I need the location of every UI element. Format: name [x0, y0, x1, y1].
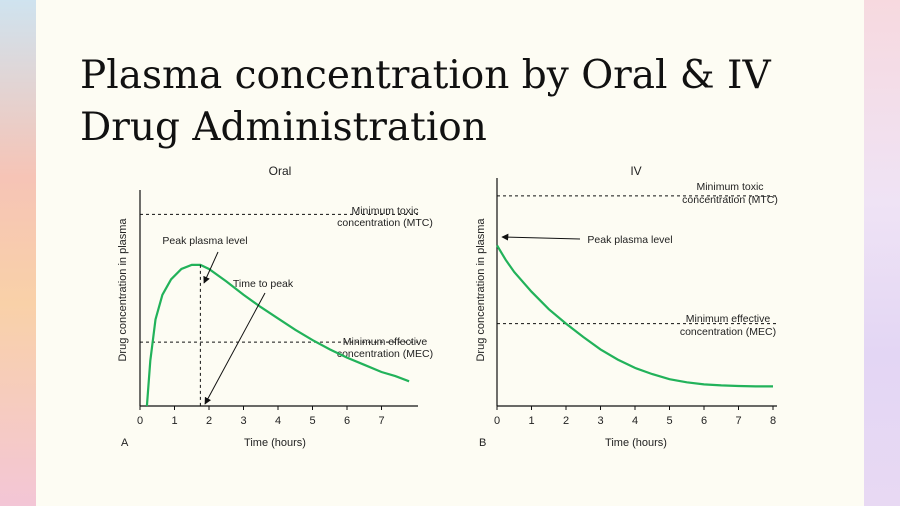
chart-iv-x-tick-label: 4: [632, 415, 638, 427]
chart-iv-ylabel: Drug concentration in plasma: [475, 218, 487, 362]
chart-iv-x-tick-label: 3: [597, 415, 603, 427]
iv-mec-label-line2: concentration (MEC): [680, 326, 776, 338]
chart-iv-x-tick-label: 8: [770, 415, 776, 427]
oral-time-to-peak-arrow: [204, 292, 266, 405]
chart-oral-x-tick-label: 0: [137, 415, 143, 427]
chart-iv-x-tick-label: 5: [666, 415, 672, 427]
chart-oral-ylabel: Drug concentration in plasma: [117, 218, 129, 362]
iv-peak-arrow: [501, 233, 581, 241]
chart-oral-panel-label: A: [121, 437, 129, 449]
chart-oral-x-tick-label: 6: [344, 415, 350, 427]
slide-title-line2: Drug Administration: [80, 105, 487, 150]
iv-mec-label-line1: Minimum effective: [686, 313, 771, 325]
chart-oral: Oral Drug concentration in plasma 0 1 2 3 4 5…: [117, 164, 433, 449]
chart-oral-xlabel: Time (hours): [244, 437, 306, 449]
iv-mtc-label-line1: Minimum toxic: [696, 181, 763, 193]
chart-iv-x-tick-label: 7: [735, 415, 741, 427]
oral-time-to-peak-label: Time to peak: [233, 278, 294, 290]
iv-concentration-curve: [496, 244, 773, 388]
slide: Plasma concentration by Oral & IV Drug A…: [36, 0, 864, 506]
oral-peak-arrow: [203, 251, 219, 284]
chart-oral-x-tick-label: 7: [378, 415, 384, 427]
chart-iv-x-tick-label: 2: [563, 415, 569, 427]
slide-title: Plasma concentration by Oral & IV Drug A…: [80, 50, 840, 154]
oral-mec-label-line2: concentration (MEC): [337, 348, 433, 360]
slide-title-line1: Plasma concentration by Oral & IV: [80, 53, 771, 98]
chart-oral-x-tick-label: 1: [171, 415, 177, 427]
chart-oral-x-tick-label: 5: [309, 415, 315, 427]
oral-peak-label: Peak plasma level: [162, 235, 247, 247]
right-decorative-strip: [864, 0, 900, 506]
chart-iv-x-tick-label: 0: [494, 415, 500, 427]
oral-mtc-label-line2: concentration (MTC): [337, 217, 433, 229]
oral-mec-label-line1: Minimum effective: [343, 336, 428, 348]
chart-iv-panel-label: B: [479, 437, 486, 449]
oral-concentration-curve: [145, 263, 410, 407]
chart-oral-x-tick-label: 4: [275, 415, 281, 427]
chart-iv-x-tick-label: 1: [528, 415, 534, 427]
chart-oral-x-tick-label: 2: [206, 415, 212, 427]
iv-peak-label: Peak plasma level: [587, 234, 672, 246]
chart-iv: IV Drug concentration in plasma 0 1 2 3 4 5 6 7…: [475, 164, 778, 449]
chart-iv-xlabel: Time (hours): [605, 437, 667, 449]
oral-mtc-label-line1: Minimum toxic: [351, 205, 418, 217]
iv-mtc-label-line2: concentration (MTC): [682, 194, 778, 206]
chart-oral-title: Oral: [269, 164, 292, 178]
chart-iv-x-tick-label: 6: [701, 415, 707, 427]
chart-iv-title: IV: [630, 164, 641, 178]
chart-oral-x-tick-label: 3: [240, 415, 246, 427]
